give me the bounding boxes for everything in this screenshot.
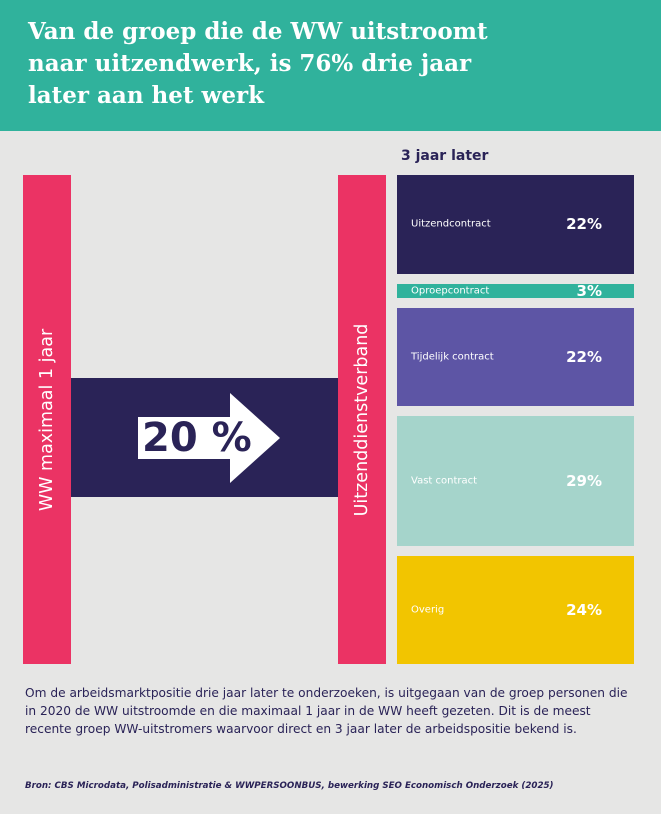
page-title: Van de groep die de WW uitstroomt naar u… — [28, 18, 488, 109]
origin-label: WW maximaal 1 jaar — [37, 328, 57, 511]
outcome-stack: Uitzendcontract 22% Oproepcontract 3% Tijdel… — [397, 175, 634, 664]
destination-label: Uitzenddienstverband — [352, 323, 372, 516]
segment-label: Overig — [411, 604, 445, 616]
segment-value: 3% — [576, 281, 602, 300]
arrow-icon — [138, 393, 280, 483]
source-note: Bron: CBS Microdata, Polisadministratie … — [25, 781, 554, 791]
stack-header: 3 jaar later — [401, 148, 489, 164]
segment-bar: Uitzendcontract 22% — [397, 175, 634, 274]
flow-value-label: 20 % — [142, 415, 252, 461]
segment-value: 22% — [566, 215, 602, 234]
segment-bar: Overig 24% — [397, 556, 634, 664]
segment-label: Uitzendcontract — [411, 218, 491, 230]
segment-label: Vast contract — [411, 475, 478, 487]
origin-bar: WW maximaal 1 jaar — [23, 175, 71, 664]
segment-bar: Oproepcontract 3% — [397, 281, 634, 300]
segment-label: Tijdelijk contract — [411, 351, 494, 363]
header-banner: Van de groep die de WW uitstroomt naar u… — [0, 0, 661, 131]
footnote: Om de arbeidsmarktpositie drie jaar late… — [25, 686, 628, 736]
segment-value: 24% — [566, 601, 602, 620]
destination-bar: Uitzenddienstverband — [338, 175, 386, 664]
flow-band: 20 % — [71, 378, 338, 497]
segment-bar: Vast contract 29% — [397, 416, 634, 547]
segment-label: Oproepcontract — [411, 285, 490, 297]
segment-value: 22% — [566, 347, 602, 366]
segment-value: 29% — [566, 472, 602, 491]
segment-bar: Tijdelijk contract 22% — [397, 307, 634, 407]
